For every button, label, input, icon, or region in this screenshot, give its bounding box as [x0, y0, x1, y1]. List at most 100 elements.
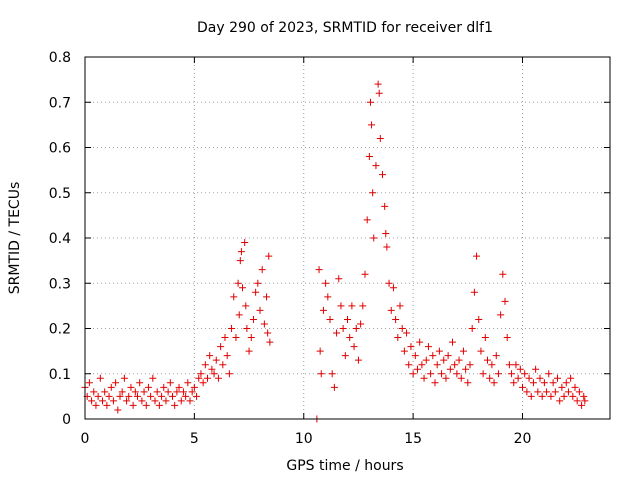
data-point	[171, 401, 179, 409]
data-point	[473, 252, 481, 260]
data-point	[324, 293, 332, 301]
data-point	[435, 347, 443, 355]
data-point	[562, 379, 570, 387]
data-point	[241, 239, 249, 247]
data-point	[105, 392, 113, 400]
data-point	[339, 325, 347, 332]
data-point	[381, 202, 389, 210]
data-point	[519, 383, 526, 391]
data-point	[464, 379, 472, 387]
data-point	[440, 356, 448, 364]
data-point	[549, 379, 557, 387]
data-point	[427, 370, 435, 378]
chart-title: Day 290 of 2023, SRMTID for receiver dlf…	[197, 20, 493, 36]
data-point	[245, 347, 253, 355]
data-point	[112, 379, 120, 387]
data-point	[333, 329, 341, 337]
data-point	[120, 374, 128, 382]
data-point	[357, 320, 365, 328]
data-point	[315, 266, 323, 274]
data-point	[424, 343, 432, 351]
data-point	[195, 374, 203, 382]
data-point	[486, 374, 494, 382]
data-point	[204, 374, 211, 382]
data-point	[379, 171, 386, 179]
x-tick-label: 20	[514, 431, 532, 447]
data-point	[85, 379, 93, 387]
data-point	[237, 248, 245, 256]
data-point	[449, 338, 456, 346]
data-point	[369, 189, 377, 197]
data-point	[462, 365, 470, 373]
data-point	[438, 370, 446, 378]
data-point	[153, 388, 161, 396]
data-point	[206, 352, 214, 360]
y-tick-label: 0.4	[49, 231, 71, 247]
data-point	[455, 356, 463, 364]
data-point	[389, 284, 397, 292]
data-point	[366, 98, 374, 106]
y-tick-label: 0.7	[49, 95, 71, 111]
data-point	[144, 383, 152, 391]
data-point	[88, 397, 96, 405]
data-point	[554, 374, 561, 382]
data-point	[182, 392, 190, 400]
data-point	[337, 302, 345, 310]
data-point	[479, 370, 487, 378]
data-point	[508, 370, 516, 378]
grid	[85, 57, 610, 419]
data-point	[228, 325, 236, 332]
data-point	[527, 392, 535, 400]
data-point	[497, 311, 505, 319]
data-point	[114, 406, 122, 414]
data-point	[123, 397, 131, 405]
data-point	[221, 334, 229, 342]
data-point	[354, 356, 362, 364]
axis-ticks: 0 0.1 0.2 0.3 0.4 0.5 0.6 0.7 0.8 0 5 10 15 20	[49, 50, 610, 447]
data-point	[350, 343, 358, 351]
data-point	[326, 315, 334, 323]
data-point	[201, 361, 209, 369]
data-point	[193, 392, 201, 400]
data-point	[266, 338, 274, 346]
data-point	[365, 153, 373, 161]
data-point	[431, 379, 439, 387]
data-point	[414, 365, 421, 373]
data-point	[252, 288, 260, 296]
data-point	[335, 275, 343, 283]
data-point	[230, 293, 238, 301]
data-point	[134, 392, 141, 400]
y-axis-label: SRMTID / TECUs	[7, 182, 23, 295]
data-point	[375, 89, 383, 97]
data-point	[188, 388, 196, 396]
data-point	[396, 302, 404, 310]
data-point	[429, 352, 437, 360]
data-point	[210, 370, 218, 378]
data-point	[580, 392, 588, 400]
data-point	[138, 397, 146, 405]
data-point	[529, 379, 537, 387]
data-point	[265, 252, 273, 260]
data-point	[492, 352, 500, 360]
data-point	[545, 370, 553, 378]
y-tick-label: 0.6	[49, 141, 71, 157]
data-point	[162, 397, 170, 405]
data-point	[370, 234, 378, 242]
x-tick-label: 15	[404, 431, 422, 447]
data-point	[382, 229, 390, 237]
data-point	[140, 388, 148, 396]
y-tick-label: 0.2	[49, 322, 71, 338]
data-point	[173, 388, 181, 396]
data-point	[361, 270, 369, 278]
data-point	[409, 370, 417, 378]
data-points	[81, 80, 589, 423]
data-point	[263, 293, 271, 301]
data-point	[129, 401, 137, 409]
data-point	[199, 379, 207, 387]
data-point	[136, 379, 144, 387]
data-point	[543, 388, 551, 396]
data-point	[418, 361, 426, 369]
data-point	[420, 374, 428, 382]
data-point	[516, 365, 524, 373]
